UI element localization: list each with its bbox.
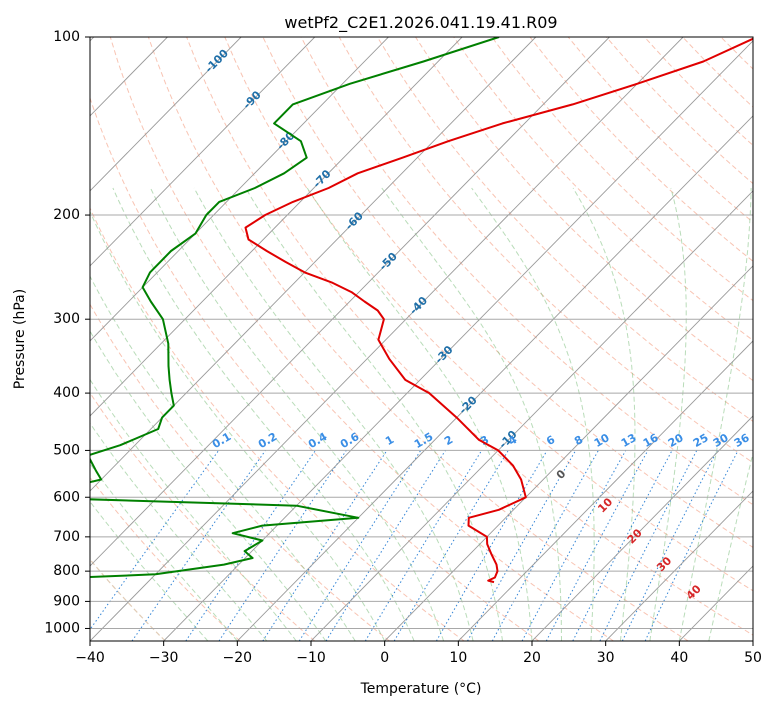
isotherm-line: [0, 37, 462, 641]
moist-adiabat-line: [0, 188, 267, 641]
moist-adiabat-line: [151, 188, 444, 641]
moist-adiabat-line: [0, 188, 237, 641]
x-tick-label: −20: [223, 650, 253, 666]
mixing-ratio-line: [299, 450, 421, 641]
mixing-ratio-line: [600, 450, 697, 641]
moist-adiabat-line: [0, 188, 208, 641]
dry-adiabat-line: [0, 37, 240, 641]
y-tick-label: 100: [53, 29, 80, 45]
mixing-ratio-label: 1.5: [412, 430, 435, 451]
x-tick-label: 40: [670, 650, 688, 666]
dry-adiabat-line: [454, 37, 775, 641]
mixing-ratio-label: 20: [666, 431, 686, 450]
mixing-ratio-line: [132, 450, 266, 641]
mixing-ratio-label: 10: [592, 431, 612, 450]
mixing-ratio-label: 0.2: [256, 430, 279, 451]
mixing-ratio-label: 25: [691, 431, 711, 450]
moist-adiabat-line: [194, 188, 473, 641]
moist-adiabat-line: [573, 188, 635, 641]
y-tick-label: 200: [53, 207, 80, 223]
isotherm-line: [458, 37, 775, 641]
isotherm-line: [0, 37, 241, 641]
isotherm-line: [164, 37, 757, 641]
mixing-ratio-line: [326, 450, 445, 641]
y-axis-label: Pressure (hPa): [12, 289, 28, 389]
dry-adiabat-line: [72, 37, 539, 641]
dry-adiabat-line: [568, 37, 775, 641]
dry-adiabat-line: [416, 37, 775, 641]
y-tick-label: 600: [53, 489, 80, 505]
x-tick-label: −30: [149, 650, 179, 666]
x-tick-label: 0: [380, 650, 389, 666]
isotherm-line: [0, 37, 315, 641]
dry-adiabat-line: [339, 37, 775, 641]
dry-adiabat-label: 40: [684, 582, 704, 602]
y-tick-label: 700: [53, 529, 80, 545]
mixing-ratio-label: 1: [383, 433, 396, 448]
dry-adiabat-line: [225, 37, 775, 641]
y-tick-label: 300: [53, 311, 80, 327]
mixing-ratio-line: [492, 450, 598, 641]
dry-adiabat-line: [377, 37, 775, 641]
isotherm-line: [679, 37, 775, 641]
y-tick-label: 500: [53, 442, 80, 458]
isotherm-line: [532, 37, 775, 641]
y-tick-label: 800: [53, 563, 80, 579]
mixing-ratio-label: 2: [442, 433, 455, 448]
mixing-ratio-label: 0.6: [338, 430, 362, 451]
x-tick-label: 30: [597, 650, 615, 666]
dry-adiabat-line: [301, 37, 775, 641]
mixing-ratio-label: 13: [619, 431, 639, 450]
mixing-ratio-line: [622, 450, 717, 641]
x-tick-label: 50: [744, 650, 762, 666]
mixing-ratio-label: 16: [641, 431, 661, 450]
dry-adiabat-line: [0, 37, 315, 641]
isotherm-line: [0, 37, 536, 641]
isotherm-label: -40: [407, 294, 430, 318]
moist-adiabat-line: [80, 188, 385, 641]
isotherm-line: [311, 37, 775, 641]
dry-adiabat-line: [110, 37, 613, 641]
x-tick-label: 10: [449, 650, 467, 666]
mixing-ratio-line: [522, 450, 626, 641]
mixing-ratio-line: [573, 450, 672, 641]
y-tick-label: 400: [53, 385, 80, 401]
isotherm-line: [385, 37, 775, 641]
dry-adiabat-line: [683, 37, 775, 641]
moist-adiabat-line: [382, 188, 562, 641]
y-tick-label: 900: [53, 593, 80, 609]
moist-adiabat-line: [709, 188, 775, 641]
dry-adiabat-label: 0: [554, 467, 569, 482]
dry-adiabat-line: [0, 37, 389, 641]
y-tick-label: 1000: [44, 620, 80, 636]
mixing-ratio-line: [436, 450, 547, 641]
plot-frame: [90, 37, 753, 641]
temperature-profile-line: [246, 37, 757, 582]
dry-adiabat-line: [530, 37, 775, 641]
moist-adiabat-line: [307, 188, 532, 641]
isotherm-line: [753, 37, 775, 641]
x-axis-label: Temperature (°C): [360, 681, 482, 697]
mixing-ratio-label: 8: [572, 433, 585, 448]
x-tick-label: −10: [296, 650, 326, 666]
plot-area: -100-90-80-70-60-50-40-30-20-10010203040…: [0, 37, 775, 641]
moist-adiabat-line: [679, 188, 751, 641]
dry-adiabat-line: [721, 37, 775, 641]
mixing-ratio-label: 6: [544, 433, 557, 448]
mixing-ratio-line: [219, 450, 346, 641]
dry-adiabat-line: [759, 37, 775, 641]
mixing-ratio-label: 30: [711, 431, 731, 450]
dry-adiabat-line: [187, 37, 763, 641]
chart-title: wetPf2_C2E1.2026.041.19.41.R09: [284, 13, 557, 33]
mixing-ratio-label: 0.4: [306, 430, 330, 451]
x-tick-label: 20: [523, 650, 541, 666]
x-tick-label: −40: [75, 650, 105, 666]
mixing-ratio-line: [365, 450, 481, 641]
isotherm-line: [0, 37, 388, 641]
